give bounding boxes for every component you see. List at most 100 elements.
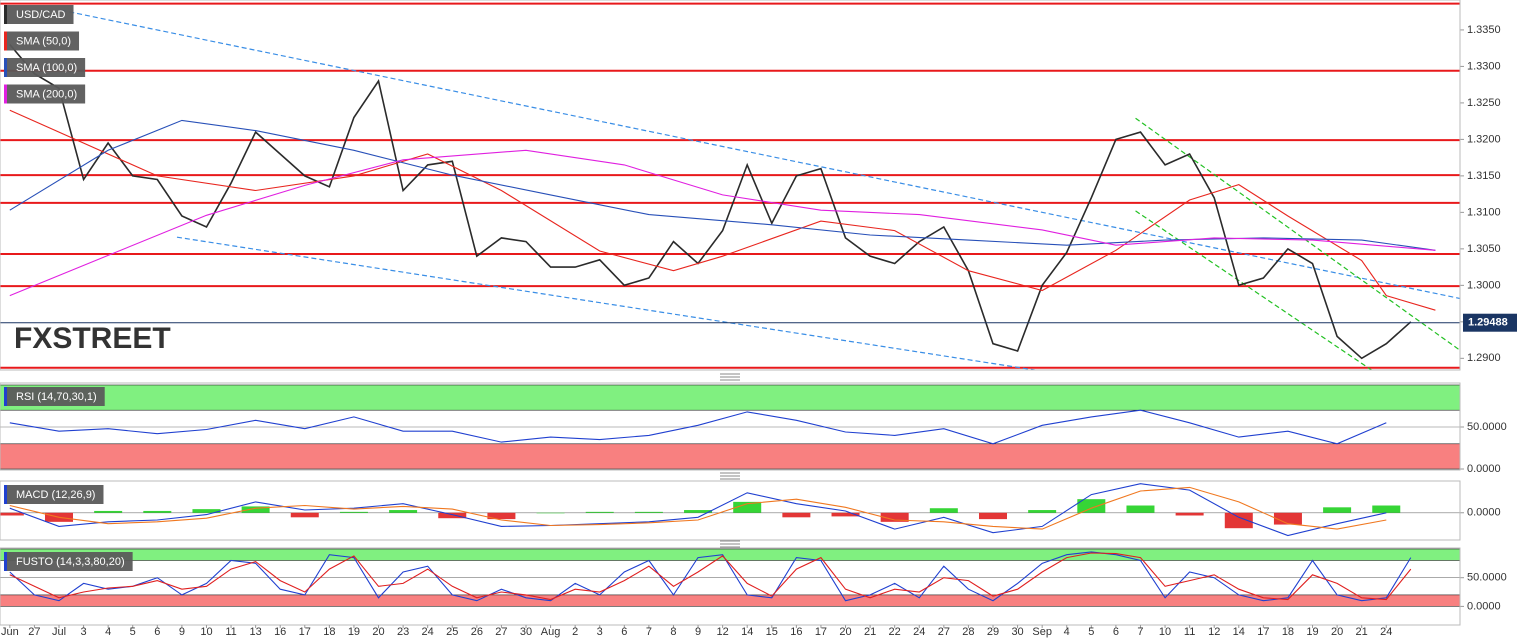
x-tick-label: 27: [495, 626, 507, 638]
x-tick-label: 24: [1380, 626, 1392, 638]
x-tick-label: 17: [1257, 626, 1269, 638]
x-tick-label: Sep: [1032, 626, 1052, 638]
y-tick-label: 1.3000: [1467, 279, 1501, 291]
x-tick-label: 9: [695, 626, 701, 638]
band: [0, 548, 1460, 561]
x-tick-label: 24: [913, 626, 925, 638]
legend-label: SMA (50,0): [16, 35, 71, 47]
histogram-bar: [438, 512, 467, 519]
histogram-bar: [241, 506, 270, 513]
x-tick-label: Jun: [1, 626, 19, 638]
histogram-bar: [782, 512, 811, 518]
histogram-bar: [143, 510, 172, 513]
series-line: [9, 551, 1412, 602]
legend-label: RSI (14,70,30,1): [16, 391, 97, 403]
x-tick-label: 11: [225, 626, 236, 638]
x-tick-label: 17: [815, 626, 827, 638]
panel: [0, 483, 1460, 537]
series-line: [9, 109, 1436, 311]
x-tick-label: 10: [1159, 626, 1171, 638]
panel-frame: [0, 382, 1461, 471]
x-tick-label: 28: [962, 626, 974, 638]
x-tick-label: 4: [1064, 626, 1070, 638]
x-tick-label: 27: [938, 626, 950, 638]
histogram-bar: [94, 510, 123, 513]
x-tick-label: 24: [422, 626, 434, 638]
x-tick-label: 6: [621, 626, 627, 638]
plot-area: [0, 548, 1460, 607]
x-tick-label: 18: [323, 626, 335, 638]
y-tick-label: 1.3050: [1467, 243, 1501, 255]
y-tick-label: 1.3150: [1467, 170, 1501, 182]
y-tick-label: 1.3250: [1467, 97, 1501, 109]
x-tick-label: Jul: [52, 626, 66, 638]
panel-frame: [0, 547, 1461, 626]
histogram-bar: [536, 512, 565, 514]
trend-line: [176, 236, 1035, 370]
histogram-bar: [634, 511, 663, 513]
histogram-bar: [389, 510, 418, 513]
histogram-bar: [1077, 499, 1106, 513]
legend-label: SMA (100,0): [16, 62, 77, 74]
x-tick-label: 14: [1233, 626, 1245, 638]
y-tick-label: 0.0000: [1467, 463, 1501, 475]
legend-box: [4, 58, 86, 77]
x-tick-label: 14: [741, 626, 753, 638]
x-tick-label: 15: [766, 626, 778, 638]
histogram-bar: [1224, 512, 1253, 529]
x-tick-label: 13: [249, 626, 261, 638]
x-tick-label: 25: [446, 626, 458, 638]
plot-area: [0, 483, 1460, 537]
separators: [720, 373, 740, 548]
x-tick-label: 19: [348, 626, 360, 638]
histogram-bar: [1028, 510, 1057, 513]
series-line: [9, 486, 1387, 530]
trend-line: [61, 9, 1460, 300]
x-tick-label: 16: [790, 626, 802, 638]
x-tick-label: 7: [1137, 626, 1143, 638]
trend-line: [1135, 117, 1460, 351]
x-tick-label: 4: [105, 626, 111, 638]
series-line: [9, 119, 1436, 251]
histogram-bar: [929, 508, 958, 513]
y-tick-label: 0.0000: [1467, 600, 1501, 612]
y-tick-label: 1.3100: [1467, 206, 1501, 218]
x-tick-label: 18: [1282, 626, 1294, 638]
y-tick-label: 0.0000: [1467, 507, 1501, 519]
x-tick-label: 21: [864, 626, 876, 638]
x-tick-label: 30: [1011, 626, 1023, 638]
x-tick-label: 19: [1306, 626, 1318, 638]
x-tick-label: 2: [572, 626, 578, 638]
histogram-bar: [978, 512, 1007, 520]
x-tick-label: 6: [154, 626, 160, 638]
x-tick-label: 12: [717, 626, 729, 638]
legend-swatch: [4, 84, 7, 104]
plot-area: [0, 384, 1460, 470]
x-tick-label: 12: [1208, 626, 1220, 638]
legend-swatch: [4, 387, 7, 406]
x-tick-label: 21: [1356, 626, 1368, 638]
watermark: FXSTREET: [14, 322, 171, 355]
histogram-bar: [192, 509, 221, 513]
x-tick-label: 26: [471, 626, 483, 638]
x-tick-label: 29: [987, 626, 999, 638]
panel: [0, 548, 1460, 607]
x-tick-label: 8: [670, 626, 676, 638]
histogram-bar: [1126, 505, 1155, 513]
histogram-bar: [733, 501, 762, 513]
histogram-bar: [831, 512, 860, 517]
histogram-bar: [339, 511, 368, 513]
histogram-bar: [684, 510, 713, 513]
x-tick-label: 16: [274, 626, 286, 638]
band: [0, 443, 1460, 470]
x-tick-label: 27: [28, 626, 40, 638]
legend-box: [4, 84, 86, 104]
x-tick-label: 30: [520, 626, 532, 638]
histogram-bar: [1273, 512, 1302, 525]
trend-line: [1135, 210, 1372, 370]
legend-swatch: [4, 31, 7, 51]
x-tick-label: 10: [200, 626, 212, 638]
legend-label: SMA (200,0): [16, 88, 77, 100]
